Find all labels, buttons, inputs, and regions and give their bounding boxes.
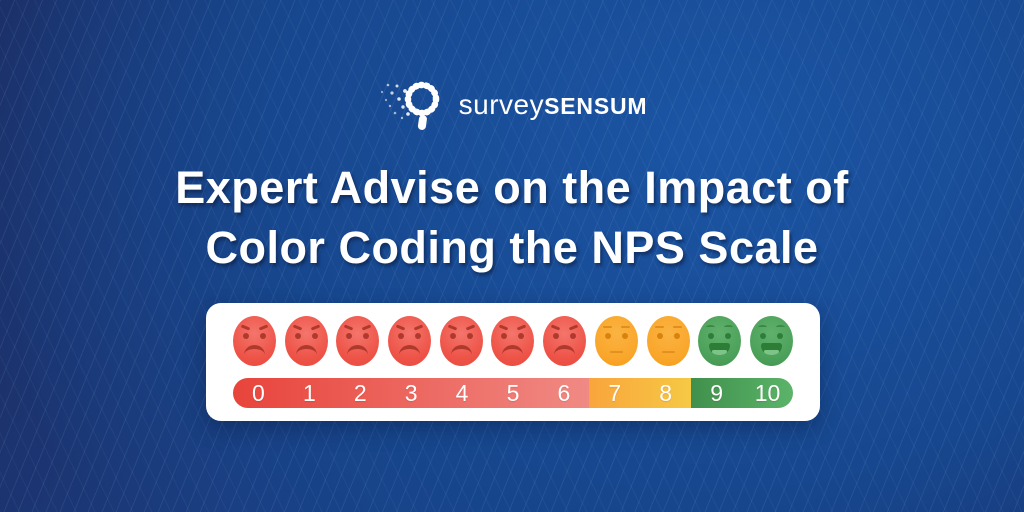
surveysensum-logo: survey SENSUM <box>0 76 1024 134</box>
nps-face-10-happy <box>749 316 793 366</box>
nps-scale-card: 0 1 2 3 4 5 6 7 8 9 10 <box>206 303 820 421</box>
nps-number-2: 2 <box>353 379 367 406</box>
nps-face-9-happy <box>698 316 742 366</box>
brand-survey-text: survey <box>458 89 545 120</box>
nps-face-4-angry <box>439 316 483 366</box>
brand-wordmark: survey SENSUM <box>459 89 648 121</box>
magnifier-particles-icon <box>380 81 439 130</box>
nps-number-9: 9 <box>710 379 723 406</box>
nps-faces-row <box>233 316 793 370</box>
page-title: Expert Advise on the Impact of Color Cod… <box>0 158 1024 278</box>
nps-number-10: 10 <box>754 379 781 406</box>
nps-number-1: 1 <box>302 379 316 406</box>
title-line-2: Color Coding the NPS Scale <box>205 222 819 273</box>
nps-number-7: 7 <box>608 379 622 406</box>
nps-face-7-neutral <box>594 316 638 366</box>
nps-number-3: 3 <box>404 379 418 406</box>
nps-number-4: 4 <box>455 379 469 406</box>
nps-number-bar: 0 1 2 3 4 5 6 7 8 9 10 <box>233 378 793 408</box>
nps-face-3-angry <box>388 316 432 366</box>
nps-face-1-angry <box>284 316 328 366</box>
nps-face-0-angry <box>233 316 276 366</box>
nps-number-5: 5 <box>506 379 520 406</box>
nps-face-8-neutral <box>646 316 690 366</box>
nps-number-8: 8 <box>659 379 673 406</box>
nps-face-5-angry <box>491 316 535 366</box>
nps-number-6: 6 <box>557 379 571 406</box>
nps-face-2-angry <box>336 316 380 366</box>
nps-face-6-angry <box>543 316 587 366</box>
title-line-1: Expert Advise on the Impact of <box>175 162 849 213</box>
brand-sensum-text: SENSUM <box>544 93 648 119</box>
nps-number-0: 0 <box>252 379 265 406</box>
